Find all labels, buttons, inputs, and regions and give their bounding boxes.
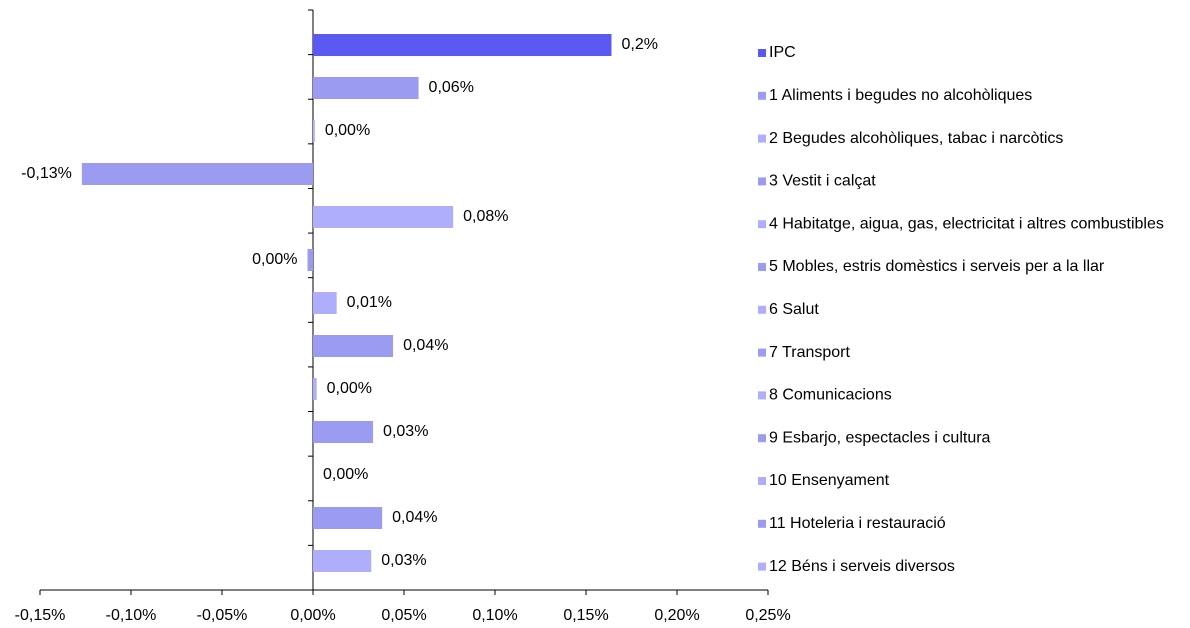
- legend-label: 6 Salut: [769, 301, 819, 318]
- value-label: 0,00%: [327, 380, 372, 397]
- value-label: 0,08%: [463, 208, 508, 225]
- bar: [313, 77, 419, 99]
- legend-label: 1 Aliments i begudes no alcohòliques: [769, 87, 1032, 104]
- bar: [313, 120, 315, 142]
- value-label: 0,00%: [252, 251, 297, 268]
- legend-swatch: [758, 391, 766, 400]
- value-label: 0,00%: [325, 122, 370, 139]
- legend-label: 8 Comunicacions: [769, 387, 892, 404]
- legend-swatch: [758, 91, 766, 100]
- legend-label: 5 Mobles, estris domèstics i serveis per…: [769, 258, 1105, 275]
- legend-label: 10 Ensenyament: [769, 472, 890, 489]
- legend-label: 11 Hoteleria i restauració: [769, 515, 946, 532]
- legend-swatch: [758, 562, 766, 571]
- bar: [313, 507, 383, 529]
- bar: [313, 335, 394, 357]
- x-tick-label: 0,15%: [563, 607, 608, 624]
- x-tick-label: 0,00%: [290, 607, 335, 624]
- legend-label: 3 Vestit i calçat: [769, 173, 876, 190]
- legend-label: 7 Transport: [769, 344, 850, 361]
- legend-swatch: [758, 434, 766, 443]
- legend-label: 4 Habitatge, aigua, gas, electricitat i …: [769, 215, 1164, 232]
- value-label: 0,00%: [323, 466, 368, 483]
- x-tick-label: -0,10%: [106, 607, 157, 624]
- value-label: 0,04%: [392, 509, 437, 526]
- bar: [81, 163, 313, 185]
- legend-swatch: [758, 177, 766, 186]
- legend-swatch: [758, 263, 766, 271]
- value-label: 0,04%: [403, 337, 448, 354]
- legend-swatch: [758, 519, 766, 528]
- legend-swatch: [758, 477, 766, 485]
- bar: [307, 249, 313, 271]
- legend-swatch: [758, 134, 766, 143]
- legend-label: 12 Béns i serveis diversos: [769, 558, 955, 575]
- x-tick-label: -0,15%: [15, 607, 66, 624]
- x-tick-label: 0,25%: [745, 607, 790, 624]
- value-label: 0,2%: [621, 36, 657, 53]
- x-tick-label: 0,05%: [381, 607, 426, 624]
- value-label: 0,01%: [347, 294, 392, 311]
- bar: [313, 292, 337, 314]
- x-tick-label: 0,20%: [654, 607, 699, 624]
- x-tick-label: -0,05%: [197, 607, 248, 624]
- legend-swatch: [758, 49, 766, 57]
- legend-label: 9 Esbarjo, espectacles i cultura: [769, 429, 991, 446]
- bar: [313, 378, 317, 400]
- value-label: 0,03%: [383, 423, 428, 440]
- legend-label: IPC: [769, 44, 796, 61]
- x-tick-label: 0,10%: [472, 607, 517, 624]
- value-label: -0,13%: [21, 165, 72, 182]
- legend-swatch: [758, 348, 766, 357]
- bar: [313, 550, 372, 572]
- value-label: 0,03%: [381, 552, 426, 569]
- bar: [313, 421, 374, 443]
- legend-label: 2 Begudes alcohòliques, tabac i narcòtic…: [769, 130, 1063, 147]
- bar: [313, 206, 454, 228]
- bar: [313, 34, 612, 56]
- value-label: 0,06%: [429, 79, 474, 96]
- legend-swatch: [758, 220, 766, 229]
- legend-swatch: [758, 305, 766, 314]
